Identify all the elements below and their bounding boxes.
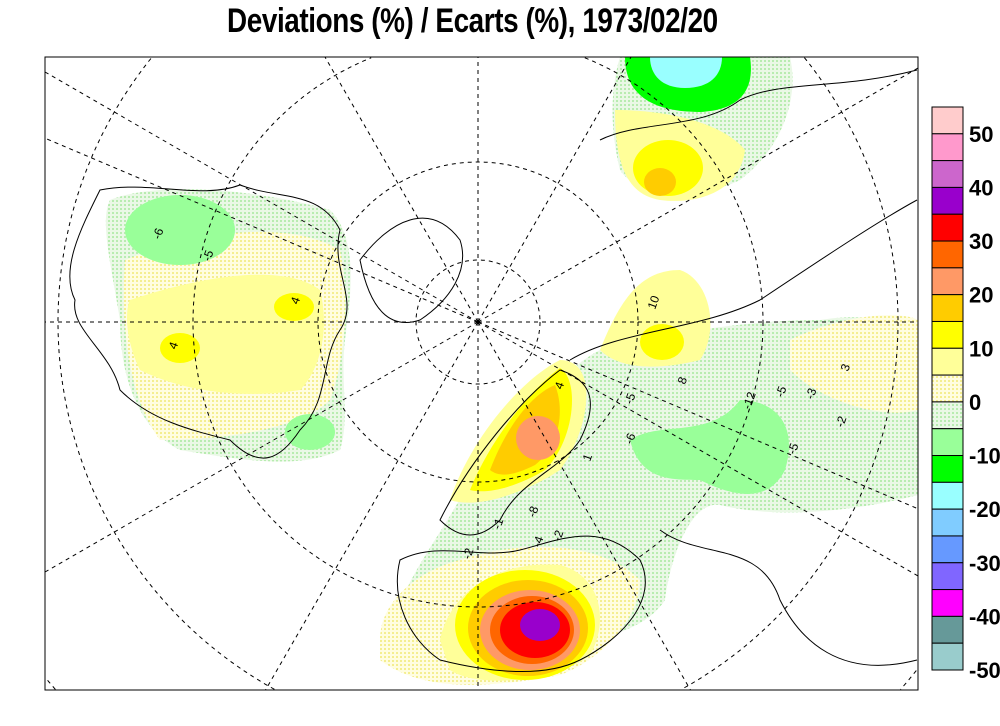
station-value: -1	[490, 516, 507, 531]
station-value: -5	[785, 441, 802, 456]
legend-swatch	[931, 535, 964, 564]
legend-swatch	[931, 294, 964, 322]
legend-swatch	[931, 508, 964, 537]
legend-swatch	[931, 428, 964, 457]
legend-swatch	[931, 106, 964, 135]
latitude-circle	[57, 57, 275, 690]
legend-swatch	[931, 160, 964, 188]
legend-swatch	[931, 455, 964, 483]
legend-swatch	[931, 589, 964, 617]
legend-swatch	[931, 240, 964, 269]
station-value: -2	[550, 528, 567, 543]
station-value: 3	[838, 362, 854, 373]
legend-label: 10	[969, 336, 993, 361]
legend-label: 40	[969, 175, 993, 200]
station-value: 10	[645, 293, 663, 311]
station-value: 4	[288, 295, 304, 306]
meridian-line	[44, 137, 479, 323]
station-value: -3	[803, 386, 820, 401]
station-value: 4	[552, 380, 568, 391]
legend-swatch	[931, 133, 964, 162]
latitude-circle	[804, 57, 899, 322]
latitude-circle	[415, 259, 541, 385]
meridian-line	[265, 321, 479, 691]
legend-label: 30	[969, 229, 993, 254]
station-value: 4	[166, 340, 182, 351]
latitude-circle	[584, 57, 764, 322]
legend-swatch	[931, 615, 964, 644]
color-legend: 50 40 30 20 10 0 -10 -20 -30 -40 -50	[931, 106, 1000, 683]
latitude-circle	[45, 677, 56, 690]
legend-label: -20	[969, 497, 1000, 522]
legend-swatch	[931, 267, 964, 296]
map-title: Deviations (%) / Ecarts (%), 1973/02/20	[227, 2, 718, 40]
meridian-line	[324, 56, 479, 323]
legend-label: 0	[969, 390, 981, 415]
legend-swatch	[931, 213, 964, 242]
station-value: -2	[833, 414, 850, 429]
station-value: -8	[525, 504, 542, 519]
latitude-circle	[681, 322, 899, 690]
coastlines	[69, 69, 918, 672]
latitude-circle	[900, 670, 917, 690]
legend-label: -10	[969, 444, 1000, 469]
latitude-circle	[192, 57, 764, 608]
legend-swatch	[931, 347, 964, 376]
legend-label: 20	[969, 283, 993, 308]
legend-swatch	[931, 186, 964, 215]
map-frame	[44, 56, 919, 691]
station-value: -12	[740, 390, 759, 411]
meridian-line	[477, 321, 691, 691]
station-value: -6	[622, 431, 639, 446]
station-value: -4	[530, 534, 547, 549]
station-value: -5	[200, 248, 217, 263]
legend-swatch	[931, 401, 964, 430]
legend-swatch	[931, 562, 964, 591]
legend-swatch	[931, 481, 964, 510]
station-value: -5	[622, 391, 639, 406]
contour-layer	[105, 57, 918, 685]
legend-label: -30	[969, 551, 1000, 576]
meridian-line	[44, 321, 479, 573]
legend-label: -40	[969, 604, 1000, 629]
station-value: -5	[773, 384, 790, 399]
legend-label: 50	[969, 122, 993, 147]
station-value: -2	[460, 546, 477, 561]
meridian-line	[44, 71, 479, 323]
legend-swatch	[931, 374, 964, 403]
station-value: 8	[675, 375, 691, 386]
legend-swatch	[931, 320, 964, 349]
station-value: -6	[150, 226, 167, 241]
legend-swatch	[931, 642, 964, 671]
station-value: 1	[580, 452, 596, 463]
meridian-line	[477, 56, 632, 323]
graticule	[44, 56, 919, 691]
legend-label: -50	[969, 658, 1000, 683]
